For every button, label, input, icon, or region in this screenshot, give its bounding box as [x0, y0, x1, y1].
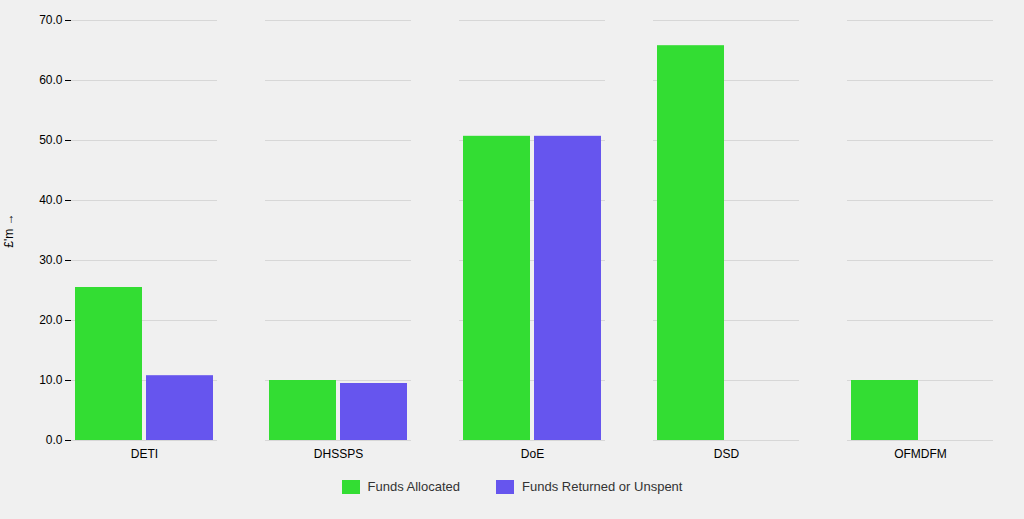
svg-text:70.0: 70.0	[39, 13, 63, 27]
svg-text:40.0: 40.0	[39, 193, 63, 207]
svg-text:20.0: 20.0	[39, 313, 63, 327]
svg-text:DoE: DoE	[521, 447, 544, 461]
svg-text:60.0: 60.0	[39, 73, 63, 87]
svg-text:£'m →: £'m →	[2, 213, 16, 247]
svg-text:50.0: 50.0	[39, 133, 63, 147]
svg-text:DHSSPS: DHSSPS	[314, 447, 363, 461]
html-text:Funds Allocated: Funds Allocated	[367, 479, 460, 494]
svg-text:10.0: 10.0	[39, 373, 63, 387]
svg-text:0.0: 0.0	[46, 433, 63, 447]
html-text:Funds Returned or Unspent: Funds Returned or Unspent	[522, 479, 683, 494]
svg-text:30.0: 30.0	[39, 253, 63, 267]
svg-text:DETI: DETI	[131, 447, 158, 461]
svg-text:OFMDFM: OFMDFM	[894, 447, 947, 461]
svg-text:DSD: DSD	[714, 447, 740, 461]
